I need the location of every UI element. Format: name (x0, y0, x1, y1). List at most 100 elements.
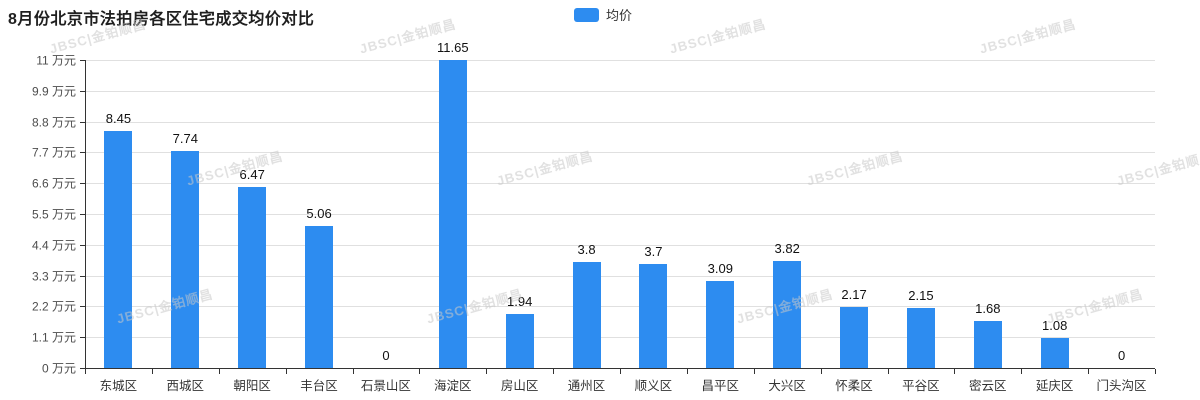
bar-value-label: 3.09 (707, 261, 733, 277)
gridline (85, 183, 1155, 185)
bar-房山区[interactable] (505, 313, 534, 368)
bar-value-label: 3.8 (577, 241, 596, 257)
x-axis-label: 海淀区 (434, 379, 472, 393)
y-axis-tick (80, 368, 85, 369)
bar-密云区[interactable] (973, 320, 1002, 368)
x-axis-tick (419, 369, 421, 374)
bar-大兴区[interactable] (773, 261, 802, 368)
bar-平谷区[interactable] (906, 307, 935, 368)
gridline (85, 337, 1155, 339)
gridline (85, 275, 1155, 277)
y-axis-tick (80, 244, 85, 246)
x-axis-tick (887, 369, 889, 374)
x-axis-label: 平谷区 (902, 379, 940, 393)
bar-value-label: 6.47 (239, 166, 265, 182)
x-axis-label: 西城区 (166, 379, 205, 393)
gridline (85, 244, 1155, 246)
y-axis-label: 2.2 万元 (31, 299, 76, 314)
x-axis-label: 石景山区 (360, 379, 411, 393)
bar-value-label: 0 (1117, 348, 1126, 363)
x-axis-tick (753, 369, 755, 374)
x-axis-tick (285, 369, 287, 374)
gridline (85, 121, 1155, 123)
x-axis-tick (85, 369, 86, 374)
bar-value-label: 0 (382, 348, 390, 363)
x-axis-label: 门头沟区 (1096, 379, 1147, 393)
y-axis-label: 7.7 万元 (31, 145, 76, 160)
x-axis-tick (820, 369, 822, 374)
y-axis-tick (80, 183, 85, 185)
bar-value-label: 11.65 (437, 40, 469, 55)
legend-item-avg-price[interactable]: 均价 (574, 5, 632, 24)
y-axis-label: 3.3 万元 (31, 269, 76, 284)
x-axis-tick (620, 369, 621, 374)
x-axis-tick (954, 369, 956, 374)
y-axis-tick (80, 121, 85, 123)
y-axis-tick (80, 90, 85, 92)
bar-value-label: 1.68 (975, 300, 1001, 316)
x-axis-label: 通州区 (567, 379, 606, 393)
bar-海淀区[interactable] (438, 60, 467, 368)
x-axis-label: 丰台区 (300, 379, 338, 393)
y-axis-tick (80, 275, 85, 277)
x-axis-label: 昌平区 (701, 379, 740, 393)
x-axis-label: 密云区 (969, 379, 1007, 393)
bar-东城区[interactable] (104, 131, 133, 368)
y-axis-label: 11 万元 (36, 53, 76, 68)
y-axis-tick (80, 214, 85, 215)
x-axis-label: 房山区 (500, 379, 539, 393)
bar-value-label: 2.15 (908, 287, 934, 303)
x-axis-label: 延庆区 (1035, 379, 1074, 393)
x-axis-tick (151, 369, 153, 374)
chart-title: 8月份北京市法拍房各区住宅成交均价对比 (8, 11, 315, 28)
bar-通州区[interactable] (572, 261, 601, 368)
bar-顺义区[interactable] (639, 264, 668, 368)
bar-朝阳区[interactable] (238, 186, 267, 368)
y-axis-label: 9.9 万元 (31, 84, 76, 99)
bar-丰台区[interactable] (305, 226, 334, 368)
x-axis-label: 顺义区 (634, 379, 673, 393)
x-axis-tick (352, 369, 354, 374)
y-axis-label: 4.4 万元 (31, 238, 76, 253)
gridline (85, 152, 1155, 154)
y-axis-label: 5.5 万元 (31, 207, 76, 222)
bar-value-label: 5.06 (306, 206, 332, 222)
x-axis-tick (1155, 369, 1156, 374)
y-axis-label: 0 万元 (41, 361, 76, 376)
y-axis-line (85, 60, 86, 368)
legend-label: 均价 (606, 8, 633, 23)
x-axis-tick (686, 369, 688, 374)
gridline (85, 60, 1155, 61)
bar-value-label: 8.45 (105, 111, 132, 127)
y-axis-label: 6.6 万元 (31, 176, 76, 191)
bar-value-label: 3.82 (774, 241, 800, 257)
y-axis-tick (80, 337, 85, 339)
bar-延庆区[interactable] (1040, 337, 1069, 368)
bar-怀柔区[interactable] (840, 307, 869, 368)
bar-value-label: 2.17 (841, 287, 867, 303)
bar-value-label: 1.94 (507, 293, 533, 309)
y-axis-tick (80, 60, 85, 61)
legend-swatch (574, 7, 599, 22)
x-axis-line (85, 368, 1155, 369)
y-axis-label: 1.1 万元 (31, 330, 76, 345)
bar-西城区[interactable] (171, 151, 200, 368)
x-axis-label: 大兴区 (768, 379, 806, 393)
y-axis-tick (80, 152, 85, 154)
bar-value-label: 1.08 (1042, 317, 1068, 333)
y-axis-label: 8.8 万元 (31, 115, 76, 130)
x-axis-tick (553, 369, 555, 374)
gridline (85, 306, 1155, 308)
x-axis-label: 朝阳区 (233, 379, 271, 393)
bar-昌平区[interactable] (706, 281, 735, 368)
bar-value-label: 3.7 (644, 244, 663, 260)
x-axis-tick (1088, 369, 1090, 374)
x-axis-tick (1021, 369, 1023, 374)
y-axis-tick (80, 306, 85, 308)
x-axis-label: 东城区 (99, 379, 138, 393)
gridline (85, 214, 1155, 215)
gridline (85, 90, 1155, 92)
x-axis-label: 怀柔区 (835, 379, 873, 393)
x-axis-tick (218, 369, 220, 374)
